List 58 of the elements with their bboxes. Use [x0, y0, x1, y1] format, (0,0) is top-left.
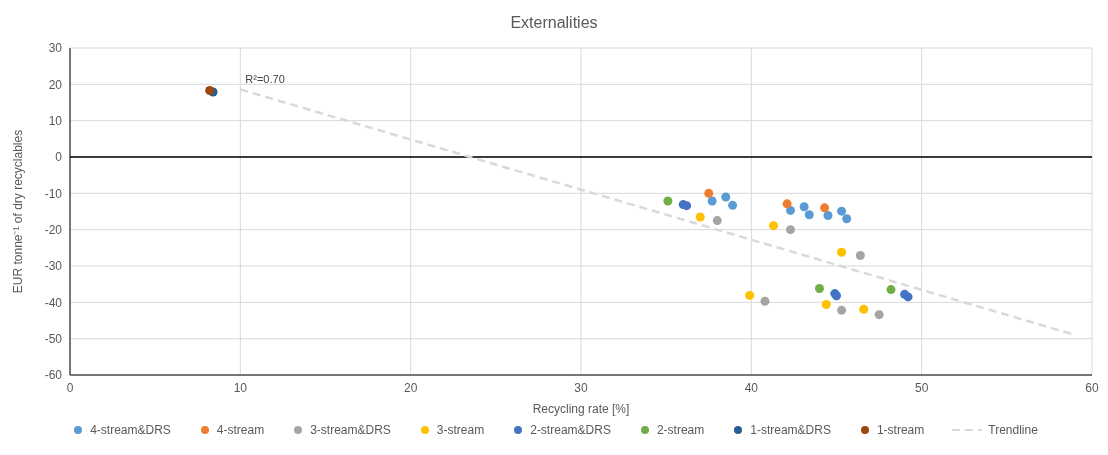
- point: [768, 221, 778, 231]
- point: [695, 212, 705, 222]
- legend-label: 2-stream&DRS: [529, 423, 611, 437]
- point: [874, 310, 884, 320]
- point: [814, 284, 824, 294]
- y-tick-label: -40: [44, 295, 63, 310]
- legend-label: 3-stream&DRS: [309, 423, 391, 437]
- x-tick-label: 40: [744, 380, 759, 395]
- point: [745, 290, 755, 300]
- point: [823, 211, 833, 220]
- point: [842, 214, 852, 224]
- point: [707, 196, 717, 206]
- point: [712, 216, 722, 226]
- point: [886, 285, 896, 295]
- x-tick-label: 60: [1085, 380, 1099, 395]
- point: [786, 205, 796, 215]
- y-axis-title: EUR tonne⁻¹ of dry recyclables: [11, 129, 26, 294]
- point: [820, 203, 830, 213]
- chart-title: Externalities: [509, 14, 599, 32]
- legend-label: 3-stream: [435, 423, 485, 437]
- point: [837, 305, 847, 315]
- point: [855, 250, 865, 260]
- legend-label: Trendline: [987, 423, 1038, 437]
- y-tick-label: -20: [44, 222, 63, 237]
- x-tick-label: 20: [403, 380, 418, 395]
- x-tick-label: 10: [233, 380, 248, 395]
- legend-label: 1-stream&DRS: [749, 423, 831, 437]
- point: [837, 247, 847, 257]
- point: [663, 196, 673, 206]
- legend-label: 1-stream: [875, 423, 925, 437]
- point: [782, 199, 792, 209]
- legend-label: 4-stream&DRS: [89, 423, 171, 437]
- point: [804, 210, 814, 220]
- point: [728, 200, 738, 210]
- y-tick-label: -60: [44, 368, 63, 383]
- legend-label: 2-stream: [655, 423, 705, 437]
- y-tick-label: -30: [44, 259, 63, 274]
- y-tick-label: 20: [48, 77, 63, 92]
- y-tick-label: 0: [55, 150, 63, 165]
- x-tick-label: 0: [66, 380, 74, 395]
- x-tick-label: 30: [574, 380, 588, 395]
- point: [837, 206, 847, 216]
- x-axis-title: Recycling rate [%]: [532, 402, 630, 416]
- point: [821, 300, 831, 310]
- y-tick-label: -10: [44, 186, 63, 201]
- point: [760, 296, 770, 306]
- point: [799, 202, 809, 212]
- legend-label: 4-stream: [215, 423, 265, 437]
- x-tick-label: 50: [914, 380, 929, 395]
- y-tick-label: 10: [48, 113, 63, 128]
- point: [721, 192, 731, 202]
- y-tick-label: -50: [44, 331, 63, 346]
- point: [704, 188, 714, 198]
- point: [859, 304, 869, 314]
- point: [682, 201, 692, 211]
- annotation: R²=0.70: [245, 73, 285, 86]
- y-tick-label: 30: [48, 41, 63, 56]
- point: [786, 225, 796, 235]
